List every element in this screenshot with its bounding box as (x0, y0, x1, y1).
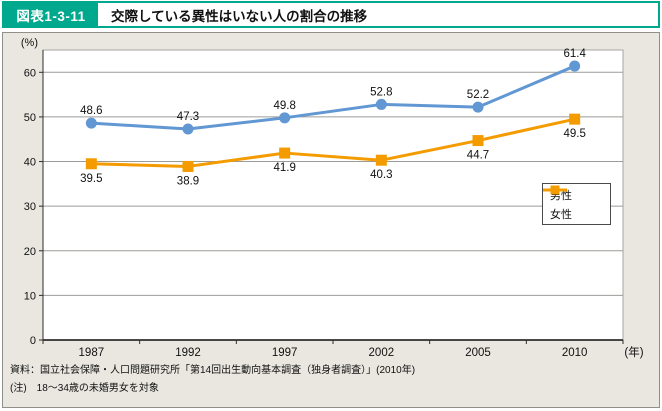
x-tick-label: 2002 (369, 347, 395, 359)
marker-男性 (182, 123, 194, 135)
legend-item: 女性 (543, 185, 610, 222)
data-label: 52.2 (467, 89, 489, 101)
marker-女性 (279, 147, 291, 159)
x-tick-label: 2005 (465, 347, 491, 359)
data-label: 49.8 (273, 100, 295, 112)
legend-label: 女性 (550, 208, 572, 221)
y-tick-label: 30 (24, 201, 36, 213)
marker-男性 (569, 60, 581, 72)
data-label: 47.3 (177, 111, 199, 123)
data-label: 61.4 (563, 48, 586, 60)
source-note: 資料：国立社会保障・人口問題研究所「第14回出生動向基本調査（独身者調査）」(2… (10, 365, 416, 376)
marker-女性 (375, 154, 387, 166)
y-tick-label: 40 (24, 157, 36, 169)
series-line-女性 (91, 117, 575, 168)
marker-女性 (182, 160, 194, 172)
y-tick-label: 10 (24, 290, 36, 302)
legend-square-marker-icon (543, 185, 567, 195)
figure-title-bar: 図表1-3-11 交際している異性はいない人の割合の推移 (2, 1, 660, 28)
x-tick-label: 2010 (562, 347, 588, 359)
y-axis-unit-label: (%) (21, 37, 38, 49)
footer-notes: 資料：国立社会保障・人口問題研究所「第14回出生動向基本調査（独身者調査）」(2… (10, 362, 415, 398)
data-label: 40.3 (370, 169, 392, 181)
marker-男性 (472, 101, 484, 113)
data-label: 48.6 (80, 105, 102, 117)
chart-panel: 0 10 20 30 40 50 60 (%) 1987 1992 1997 2002 2005 2010… (2, 32, 660, 408)
marker-男性 (85, 117, 97, 129)
figure-title: 交際している異性はいない人の割合の推移 (111, 8, 368, 24)
y-tick-label: 0 (30, 335, 36, 347)
marker-男性 (279, 112, 291, 124)
data-label: 49.5 (563, 128, 585, 140)
x-tick-label: 1987 (79, 347, 105, 359)
marker-女性 (85, 158, 97, 170)
x-axis-unit-label: (年) (624, 345, 643, 359)
legend: 男性 女性 (542, 183, 611, 225)
y-tick-label: 50 (24, 112, 36, 124)
y-tick-label: 20 (24, 246, 36, 258)
line-chart: 0 10 20 30 40 50 60 (%) 1987 1992 1997 2002 2005 2010… (21, 37, 644, 359)
x-tick-label: 1992 (175, 347, 201, 359)
series-line-男性 (91, 64, 576, 131)
data-label: 39.5 (80, 173, 102, 185)
marker-男性 (375, 98, 387, 110)
data-label: 52.8 (370, 86, 392, 98)
marker-女性 (569, 113, 581, 125)
plot-area (42, 49, 624, 341)
data-label: 38.9 (177, 175, 199, 187)
figure-number-badge: 図表1-3-11 (4, 3, 98, 26)
data-label: 44.7 (467, 150, 489, 162)
data-label: 41.9 (273, 162, 295, 174)
target-note: (注) 18～34歳の未婚男女を対象 (10, 383, 159, 394)
x-tick-label: 1997 (272, 347, 298, 359)
marker-女性 (472, 135, 484, 147)
y-tick-label: 60 (24, 67, 36, 79)
